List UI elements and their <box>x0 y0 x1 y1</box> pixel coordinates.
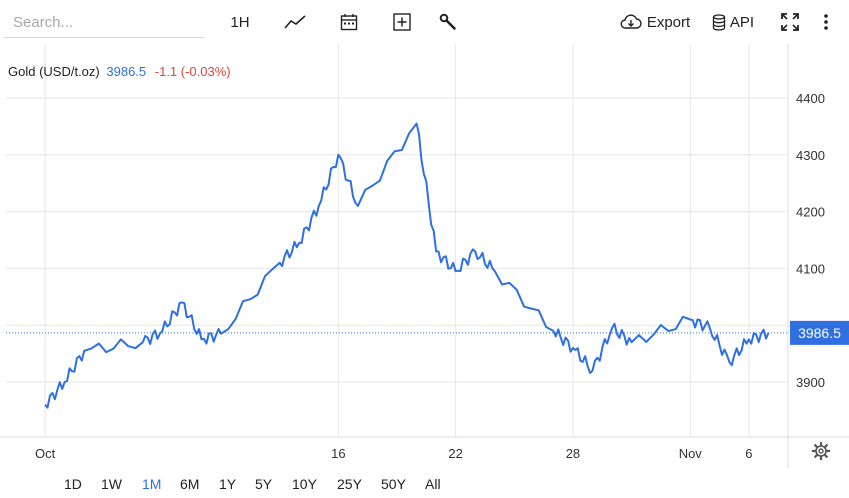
date-range-button[interactable] <box>337 9 361 35</box>
calendar-icon <box>340 14 358 31</box>
database-icon <box>712 13 726 31</box>
chart-settings-button[interactable] <box>811 441 831 461</box>
legend-last-price: 3986.5 <box>106 64 147 79</box>
chart-toolbar: 1H Export API <box>0 0 849 44</box>
x-tick-label: 22 <box>448 446 462 461</box>
fullscreen-button[interactable] <box>778 9 802 35</box>
wrench-icon <box>439 13 456 30</box>
add-indicator-icon <box>393 13 411 31</box>
last-price-label: 3986.5 <box>798 325 841 341</box>
api-button[interactable]: API <box>708 9 758 35</box>
gear-icon <box>811 441 831 461</box>
interval-label: 1H <box>230 13 250 31</box>
add-indicator-button[interactable] <box>390 9 414 35</box>
x-tick-label: Oct <box>35 446 56 461</box>
legend-change: -1.1 (-0.03%) <box>154 64 231 79</box>
gold-price-line[interactable] <box>44 122 770 409</box>
time-range-bar: 1D 1W 1M 6M 1Y 5Y 10Y 25Y 50Y All <box>0 469 849 498</box>
x-tick-label: 28 <box>566 446 580 461</box>
export-button[interactable]: Export <box>616 9 694 35</box>
more-menu-button[interactable] <box>816 9 836 35</box>
y-tick-label: 4300 <box>796 148 825 163</box>
range-1m[interactable]: 1M <box>142 476 162 492</box>
instrument-name: Gold (USD/t.oz) <box>8 64 100 79</box>
last-price-tag <box>790 320 849 345</box>
price-chart[interactable]: 390040004100420043004400Oct162228Nov6398… <box>0 44 849 468</box>
export-label: Export <box>646 13 691 31</box>
chart-area[interactable]: 390040004100420043004400Oct162228Nov6398… <box>0 44 849 468</box>
range-all[interactable]: All <box>425 476 441 492</box>
range-6m[interactable]: 6M <box>180 476 200 492</box>
y-tick-label: 3900 <box>796 375 825 390</box>
y-tick-label: 4200 <box>796 205 825 220</box>
chart-legend: Gold (USD/t.oz) 3986.5 -1.1 (-0.03%) <box>8 64 231 79</box>
x-tick-label: Nov <box>679 446 703 461</box>
y-tick-label: 4400 <box>796 91 825 106</box>
range-25y[interactable]: 25Y <box>337 476 362 492</box>
range-1d[interactable]: 1D <box>64 476 82 492</box>
x-tick-label: 6 <box>745 446 752 461</box>
line-chart-icon <box>284 15 306 29</box>
cloud-download-icon <box>620 14 642 29</box>
fullscreen-icon <box>781 13 799 31</box>
range-5y[interactable]: 5Y <box>255 476 273 492</box>
y-tick-label: 4100 <box>796 261 825 276</box>
api-label: API <box>729 13 755 31</box>
x-tick-label: 16 <box>331 446 345 461</box>
range-1w[interactable]: 1W <box>101 476 122 492</box>
range-10y[interactable]: 10Y <box>292 476 317 492</box>
interval-button[interactable]: 1H <box>225 9 255 35</box>
search-input[interactable] <box>4 8 204 38</box>
range-50y[interactable]: 50Y <box>381 476 406 492</box>
range-1y[interactable]: 1Y <box>219 476 237 492</box>
more-vertical-icon <box>824 14 828 30</box>
tools-button[interactable] <box>436 9 460 35</box>
chart-type-button[interactable] <box>282 9 308 35</box>
